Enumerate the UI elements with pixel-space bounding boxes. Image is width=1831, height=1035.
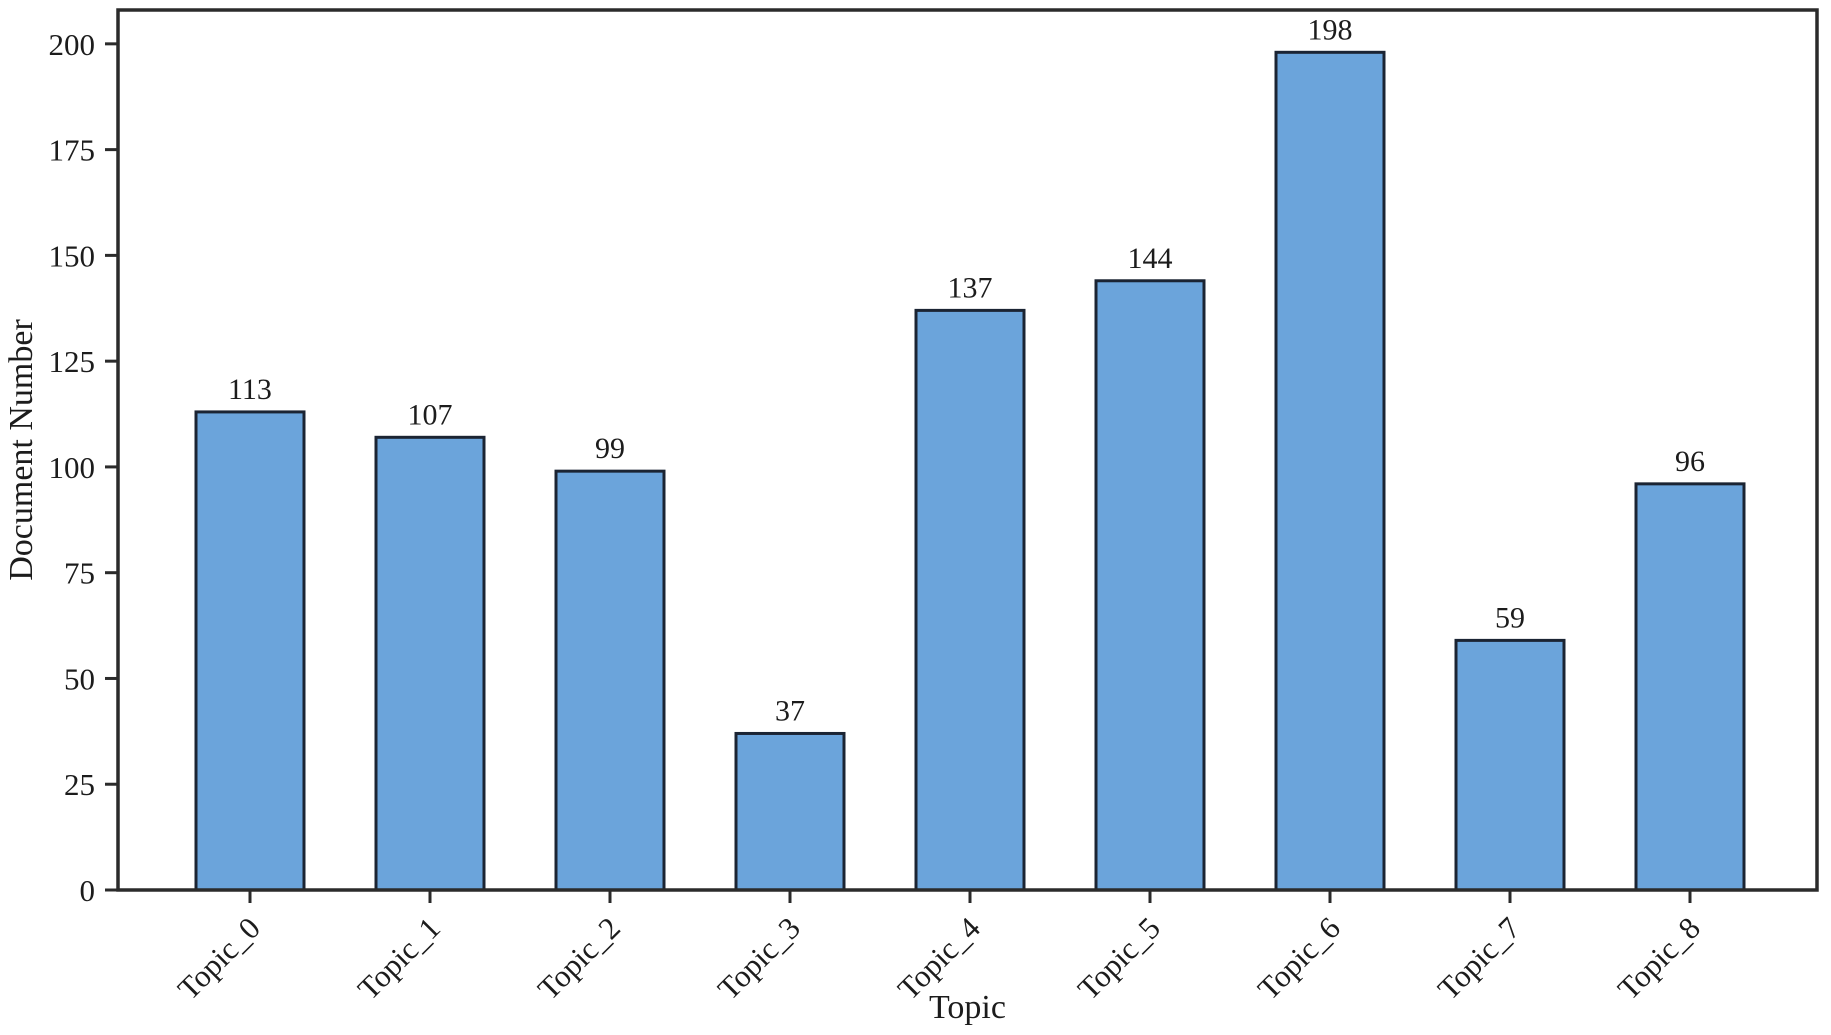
bar-value-label: 113 (228, 373, 272, 406)
bar (1094, 279, 1206, 892)
bar-value-label: 99 (595, 432, 625, 465)
bar-value-label: 107 (408, 398, 453, 431)
y-tick-label: 50 (64, 661, 95, 696)
bar (1454, 638, 1566, 892)
bar (734, 731, 846, 892)
bar-value-label: 59 (1495, 601, 1525, 634)
x-axis-label: Topic (929, 989, 1006, 1026)
bar-value-label: 96 (1675, 445, 1705, 478)
bar (374, 435, 486, 892)
bar-value-label: 144 (1128, 242, 1173, 275)
bar-value-label: 37 (775, 694, 805, 727)
bar (554, 469, 666, 892)
bar (1634, 482, 1746, 892)
bar (194, 410, 306, 892)
y-tick-label: 125 (49, 344, 96, 379)
plot-border (116, 8, 1819, 892)
bar (1274, 50, 1386, 892)
bar-value-label: 137 (948, 271, 993, 304)
y-tick-label: 100 (49, 450, 96, 485)
y-axis-label: Document Number (3, 319, 40, 581)
y-tick-label: 200 (49, 27, 96, 62)
bar-value-label: 198 (1308, 13, 1353, 46)
y-tick-label: 0 (80, 873, 96, 908)
y-tick-label: 150 (49, 238, 96, 273)
bar (914, 308, 1026, 892)
y-tick-label: 25 (64, 767, 95, 802)
y-tick-label: 175 (49, 133, 96, 168)
y-tick-label: 75 (64, 556, 95, 591)
